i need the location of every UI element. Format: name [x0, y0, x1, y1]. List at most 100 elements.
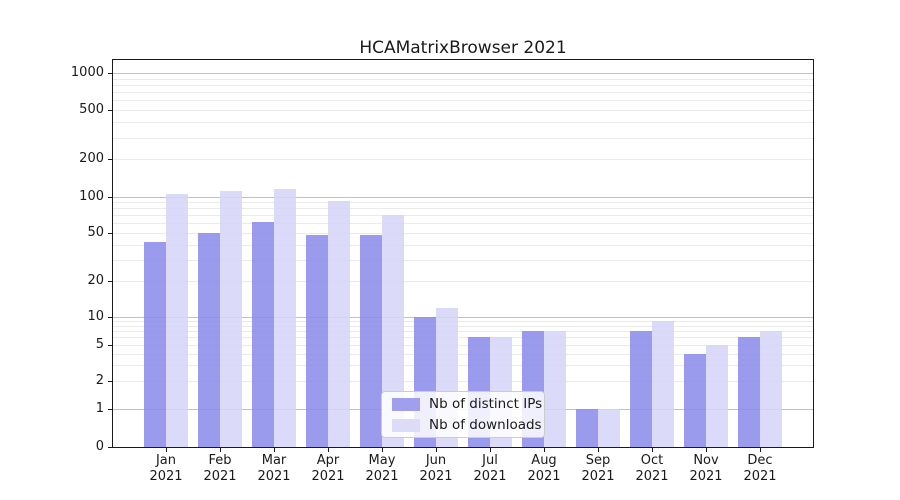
x-tick-mark	[382, 448, 383, 452]
minor-gridline	[113, 92, 813, 94]
x-tick-label: Aug 2021	[527, 453, 561, 484]
bar-feb-downloads	[220, 191, 242, 447]
y-tick-label: 10	[87, 309, 104, 324]
downloads-swatch-icon	[392, 418, 420, 432]
bar-nov-ips	[684, 353, 706, 447]
minor-gridline	[113, 232, 813, 234]
y-tick-mark	[108, 381, 113, 383]
distinct-ips-swatch-icon	[392, 397, 420, 411]
bar-nov-downloads	[706, 344, 728, 447]
bar-sep-ips	[576, 409, 598, 447]
x-tick-label: Sep 2021	[581, 453, 615, 484]
legend-item: Nb of distinct IPs	[392, 396, 542, 412]
minor-gridline	[113, 280, 813, 282]
y-tick-mark	[108, 409, 113, 410]
bar-oct-ips	[630, 331, 652, 447]
bar-jan-ips	[144, 241, 166, 447]
x-tick-mark	[274, 448, 275, 452]
minor-gridline	[113, 321, 813, 323]
minor-gridline	[113, 325, 813, 327]
x-tick-mark	[598, 448, 599, 452]
minor-gridline	[113, 159, 813, 161]
minor-gridline	[113, 78, 813, 80]
bar-jan-downloads	[166, 193, 188, 447]
y-tick-label: 100	[79, 188, 104, 204]
x-tick-label: Mar 2021	[257, 453, 291, 484]
y-tick-label: 20	[87, 272, 104, 288]
y-tick-mark	[108, 196, 113, 198]
minor-gridline	[113, 100, 813, 102]
minor-gridline	[113, 122, 813, 124]
y-tick-mark	[108, 159, 113, 161]
y-tick-label: 200	[79, 151, 104, 167]
minor-gridline	[113, 137, 813, 139]
minor-gridline	[113, 208, 813, 210]
x-tick-mark	[436, 448, 437, 452]
y-tick-label: 500	[79, 102, 104, 118]
minor-gridline	[113, 244, 813, 246]
x-tick-label: Jul 2021	[473, 453, 507, 484]
y-tick-label: 2	[95, 373, 104, 389]
minor-gridline	[113, 344, 813, 346]
minor-gridline	[113, 223, 813, 225]
bar-oct-downloads	[652, 321, 674, 447]
minor-gridline	[113, 202, 813, 203]
x-tick-label: Oct 2021	[635, 453, 669, 484]
bar-aug-downloads	[544, 331, 566, 447]
bar-dec-ips	[738, 337, 760, 447]
bar-dec-downloads	[760, 331, 782, 447]
y-tick-label: 1	[95, 401, 104, 416]
minor-gridline	[113, 259, 813, 261]
bar-mar-downloads	[274, 188, 296, 447]
y-tick-mark	[108, 73, 113, 74]
bar-may-downloads	[382, 215, 404, 447]
x-tick-label: May 2021	[365, 453, 399, 484]
minor-gridline	[113, 215, 813, 217]
x-tick-mark	[652, 448, 653, 452]
y-tick-mark	[108, 317, 113, 318]
x-tick-mark	[220, 448, 221, 452]
legend-item: Nb of downloads	[392, 417, 542, 433]
y-tick-label: 5	[95, 336, 104, 352]
chart-title: HCAMatrixBrowser 2021	[359, 38, 567, 58]
x-tick-label: Jun 2021	[419, 453, 453, 484]
bar-may-ips	[360, 234, 382, 447]
minor-gridline	[113, 381, 813, 383]
plot-area: Nb of distinct IPs Nb of downloads	[112, 59, 814, 448]
major-gridline	[113, 196, 813, 198]
bar-sep-downloads	[598, 409, 620, 447]
legend-label: Nb of distinct IPs	[429, 396, 543, 412]
x-tick-label: Feb 2021	[203, 453, 237, 484]
y-tick-mark	[108, 280, 113, 282]
major-gridline	[113, 73, 813, 74]
minor-gridline	[113, 110, 813, 112]
x-tick-mark	[328, 448, 329, 452]
bar-mar-ips	[252, 222, 274, 447]
y-tick-mark	[108, 344, 113, 346]
minor-gridline	[113, 85, 813, 86]
legend-label: Nb of downloads	[429, 417, 542, 433]
y-tick-mark	[108, 232, 113, 234]
x-tick-mark	[706, 448, 707, 452]
legend: Nb of distinct IPs Nb of downloads	[381, 391, 545, 438]
x-tick-label: Dec 2021	[743, 453, 777, 484]
minor-gridline	[113, 331, 813, 333]
y-tick-mark	[108, 110, 113, 112]
bar-feb-ips	[198, 232, 220, 447]
minor-gridline	[113, 353, 813, 355]
minor-gridline	[113, 365, 813, 367]
x-tick-mark	[490, 448, 491, 452]
y-tick-label: 1000	[70, 65, 104, 80]
x-tick-mark	[544, 448, 545, 452]
x-tick-label: Apr 2021	[311, 453, 345, 484]
x-tick-mark	[166, 448, 167, 452]
x-tick-label: Jan 2021	[149, 453, 183, 484]
y-tick-label: 0	[95, 439, 104, 454]
minor-gridline	[113, 337, 813, 339]
x-tick-label: Nov 2021	[689, 453, 723, 484]
x-tick-mark	[760, 448, 761, 452]
bar-apr-downloads	[328, 200, 350, 447]
bar-apr-ips	[306, 234, 328, 447]
major-gridline	[113, 317, 813, 318]
